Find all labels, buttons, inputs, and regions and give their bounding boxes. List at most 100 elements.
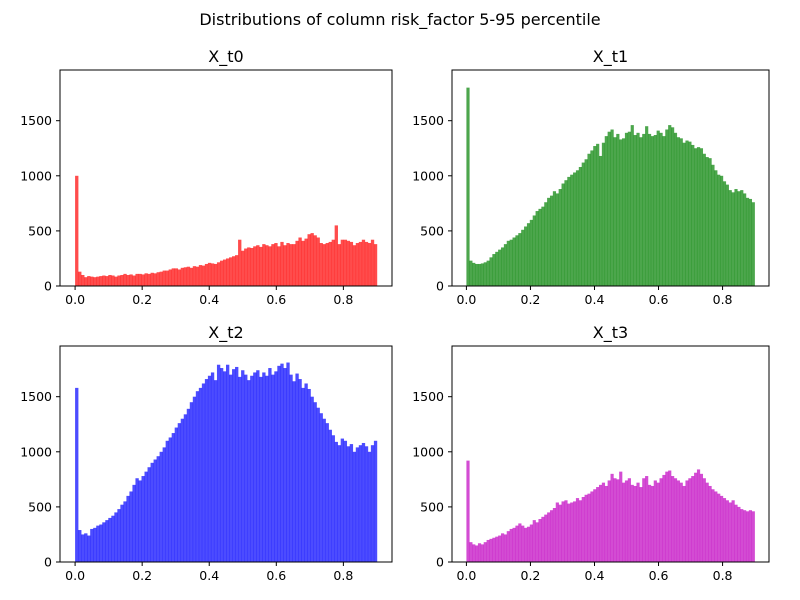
histogram-bar (581, 162, 585, 286)
y-tick-label: 1000 (412, 168, 444, 183)
histogram-bar (751, 202, 755, 286)
histogram-bar (538, 208, 542, 286)
y-tick-label: 500 (28, 223, 52, 238)
histogram-bar (259, 376, 263, 562)
histogram-bar (247, 380, 251, 562)
histogram-bar (671, 476, 675, 562)
histogram-bar (87, 535, 91, 562)
histogram-bar (575, 170, 580, 286)
histogram-bar (561, 183, 565, 286)
histogram-bar (480, 544, 484, 562)
histogram-bar (639, 137, 643, 286)
subplot-3: X_t3 0.0 0.2 0.4 0.6 0.8 0 500 1000 1500 (412, 323, 770, 583)
histogram-bar (358, 241, 363, 286)
x-tick-label: 0.6 (649, 568, 669, 583)
histogram-bar (213, 263, 218, 286)
histogram-bar (283, 368, 287, 562)
histogram-bar (647, 484, 652, 562)
histogram-bar (165, 440, 169, 562)
histogram-bar (622, 482, 626, 562)
histogram-bar (319, 413, 323, 562)
histogram-bar (370, 239, 375, 286)
histogram-bar (529, 219, 533, 286)
plot-frame (451, 345, 770, 563)
histogram-bar (226, 258, 230, 286)
histogram-bar (728, 502, 732, 562)
histogram-bar (238, 239, 242, 286)
x-tick-label: 0.8 (713, 568, 733, 583)
histogram-bar (472, 262, 476, 286)
histogram-bar (346, 240, 351, 286)
histogram-bar (688, 478, 692, 562)
histogram-bar (274, 371, 278, 562)
histogram-bar (355, 243, 360, 286)
y-tick-label: 1500 (20, 389, 52, 404)
histogram-bar (361, 442, 366, 562)
histogram-bar (469, 260, 473, 286)
x-tick-label: 0.4 (585, 568, 605, 583)
histogram-bar (244, 248, 248, 286)
histogram-bar (126, 495, 130, 562)
histogram-bar (636, 482, 640, 562)
histogram-bar (685, 140, 689, 286)
histogram-bar (503, 534, 508, 562)
histogram-bar (532, 520, 536, 562)
subplot-title: X_t3 (593, 323, 628, 343)
histogram-bar (662, 136, 666, 286)
histogram-bar (325, 243, 329, 286)
histogram-bar (159, 451, 163, 562)
histogram-bar (495, 251, 499, 286)
x-tick-label: 0.4 (199, 568, 219, 583)
plot-frame (59, 69, 393, 287)
histogram-bar (699, 148, 704, 286)
histogram-bar (748, 510, 753, 562)
histogram-bar (679, 482, 683, 562)
histogram-bar (271, 374, 275, 562)
histogram-bar (210, 263, 215, 286)
histogram-bar (277, 246, 281, 286)
histogram-bar (271, 244, 275, 286)
histogram-bar (740, 509, 744, 562)
histogram-bar (512, 237, 516, 286)
histogram-bar (238, 376, 242, 562)
histogram-bar (147, 273, 151, 286)
histogram-bar (229, 257, 233, 286)
histogram-bar (573, 501, 577, 562)
histogram-bar (280, 241, 284, 286)
histogram-bar (292, 244, 296, 286)
histogram-bar (601, 482, 606, 562)
histogram-bar (503, 244, 508, 286)
histogram-bar (512, 527, 516, 562)
histogram-bar (725, 500, 729, 562)
histogram-bar (174, 427, 179, 562)
histogram-bar (486, 539, 490, 562)
histogram-bar (573, 172, 577, 286)
x-tick-label: 0.0 (65, 568, 85, 583)
x-tick-label: 0.8 (333, 568, 353, 583)
histogram-bar (558, 189, 562, 286)
histogram-bar (114, 512, 118, 562)
histogram-bar (547, 197, 551, 286)
histogram-bar (751, 511, 755, 562)
histogram-bar (331, 239, 335, 286)
histogram-bar (292, 381, 296, 562)
histogram-bar (673, 478, 678, 562)
histogram-bar (286, 362, 290, 562)
plot-frame (59, 345, 393, 563)
histogram-bar (705, 157, 709, 286)
subplot-2: X_t2 0.0 0.2 0.4 0.6 0.8 0 500 1000 1500 (20, 323, 393, 583)
histogram-bar (570, 502, 574, 562)
histogram-bar (84, 533, 88, 562)
histogram-bar (171, 433, 175, 562)
histogram-bar (93, 277, 97, 286)
histogram-bar (466, 460, 470, 562)
histogram-bar (486, 260, 490, 286)
histogram-bar (524, 527, 528, 562)
histogram-bar (325, 423, 329, 562)
histogram-bar (198, 265, 203, 286)
histogram-bar (714, 170, 718, 286)
histogram-bar (616, 479, 620, 562)
histogram-bar (138, 273, 142, 286)
histogram-bar (250, 247, 254, 286)
histogram-bar (529, 524, 533, 562)
